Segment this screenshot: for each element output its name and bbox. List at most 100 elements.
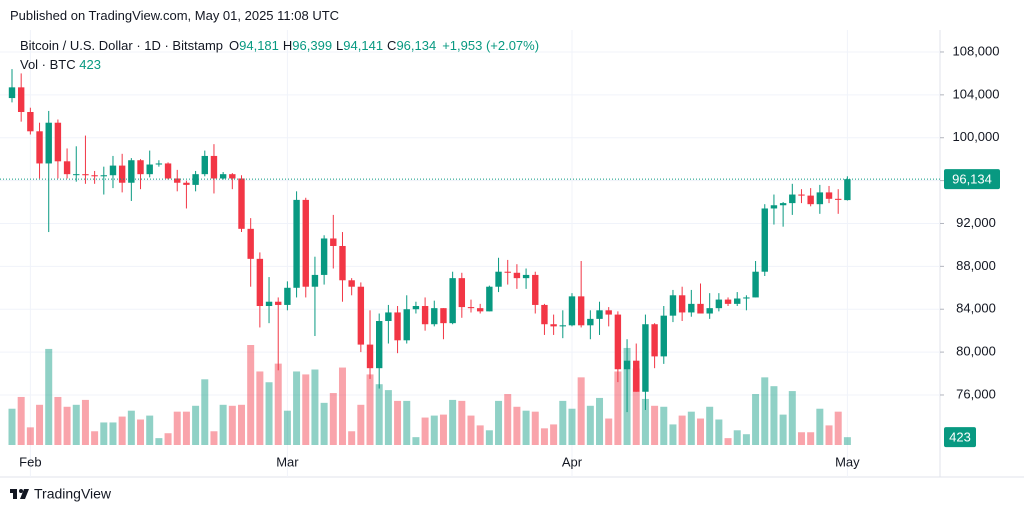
candle-body	[449, 278, 456, 324]
volume-bar	[568, 408, 576, 445]
legend: Bitcoin / U.S. Dollar · 1D · Bitstamp O94…	[20, 36, 539, 74]
legend-change: +1,953 (+2.07%)	[442, 38, 540, 53]
x-tick-label: Feb	[19, 454, 41, 469]
candle-body	[385, 312, 392, 322]
candle-body	[623, 360, 631, 370]
candle-body	[532, 274, 539, 305]
volume-bar	[807, 432, 815, 445]
volume-bar	[348, 431, 356, 445]
candle-body	[229, 174, 236, 179]
volume-bar	[715, 419, 723, 445]
volume-bar	[733, 430, 741, 445]
volume-bar	[311, 369, 319, 445]
volume-box	[944, 427, 976, 448]
candle-body	[265, 301, 273, 307]
candle-body	[219, 174, 227, 179]
candle-body	[467, 307, 475, 309]
volume-bar	[439, 414, 447, 445]
candle-body	[798, 194, 805, 196]
volume-bar	[338, 367, 346, 445]
candle-body	[678, 295, 686, 313]
candle-body	[816, 192, 824, 205]
volume-bar	[283, 410, 291, 445]
volume-bar	[302, 374, 310, 445]
legend-value: 94,181	[239, 38, 279, 53]
header: Published on TradingView.com, May 01, 20…	[10, 8, 340, 23]
candle-body	[522, 274, 530, 279]
candle-body	[164, 163, 172, 179]
volume-bar	[834, 411, 842, 445]
volume-bar	[8, 408, 16, 445]
candle-body	[376, 321, 383, 369]
volume-bar	[164, 433, 172, 445]
volume-bar	[660, 406, 668, 445]
volume-bar	[36, 404, 44, 445]
candle-body	[201, 155, 208, 175]
candle-body	[357, 286, 365, 345]
legend-value: 96,134	[396, 38, 437, 53]
candle-body	[174, 178, 181, 183]
volume-bar	[421, 417, 429, 445]
candle-body	[697, 303, 704, 314]
volume-bar	[476, 425, 484, 445]
volume-bar	[761, 377, 769, 445]
volume-bar	[586, 405, 594, 445]
candle-body	[605, 310, 612, 315]
candle-body	[421, 306, 429, 325]
candle-body	[311, 274, 319, 287]
volume-bar	[192, 405, 200, 445]
volume-bar	[467, 415, 475, 445]
candle-body	[715, 299, 723, 309]
candle-body	[596, 310, 603, 319]
candle-body	[660, 315, 667, 357]
volume-bar	[182, 411, 190, 445]
volume-bar	[706, 406, 714, 445]
volume-bar	[155, 438, 163, 445]
volume-bar	[26, 427, 34, 445]
candle-body	[807, 195, 814, 205]
last-price-label: 96,134	[952, 172, 992, 187]
candle-body	[155, 163, 163, 165]
candle-body	[789, 194, 796, 204]
volume-bar	[504, 394, 512, 445]
candle-body	[275, 301, 282, 305]
volume-bar	[596, 397, 604, 445]
candle-body	[486, 286, 493, 312]
candle-body	[8, 87, 16, 99]
volume-bar	[641, 398, 649, 445]
volume-bar	[238, 404, 245, 445]
volume-bar	[201, 379, 209, 445]
candle-body	[724, 299, 732, 304]
candle-body	[825, 192, 833, 199]
plot	[8, 69, 851, 445]
legend-value: 94,141	[343, 38, 384, 53]
volume-bar	[614, 371, 622, 445]
volume-bar	[320, 402, 328, 445]
candle-body	[394, 312, 401, 341]
candle-body	[54, 122, 62, 162]
candle-body	[183, 182, 190, 185]
footer-brand: TradingView	[34, 486, 112, 502]
candle-body	[320, 238, 328, 275]
volume-bar	[449, 399, 457, 445]
legend-key: C	[387, 38, 397, 53]
candle-body	[495, 271, 502, 287]
candle-body	[247, 228, 254, 259]
candle-body	[118, 165, 126, 183]
volume-bar	[91, 431, 99, 445]
candle-body	[458, 278, 466, 308]
candle-body	[91, 175, 98, 177]
volume-bar	[669, 424, 677, 445]
volume-bar	[72, 404, 80, 445]
candle-body	[440, 308, 447, 324]
candle-body	[100, 175, 107, 177]
candle-body	[669, 295, 677, 316]
volume-bar	[403, 400, 411, 445]
candle-body	[651, 324, 658, 357]
legend-key: O	[229, 38, 240, 53]
candle-body	[17, 87, 25, 112]
candle-body	[146, 164, 153, 175]
volume-bar	[329, 393, 337, 445]
volume-bar	[63, 406, 71, 445]
